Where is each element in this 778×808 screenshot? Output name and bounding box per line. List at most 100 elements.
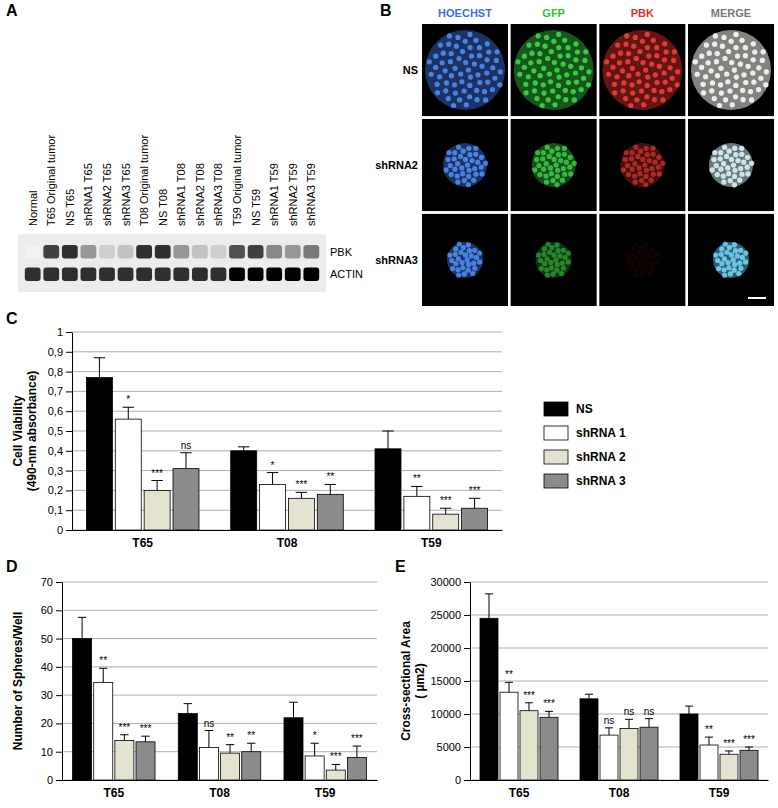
cell xyxy=(719,252,724,257)
cell xyxy=(723,97,728,102)
error-whisker xyxy=(689,706,690,714)
cell xyxy=(485,79,490,84)
cell xyxy=(729,60,734,65)
tick-label: 0,2 xyxy=(48,484,63,496)
bar xyxy=(288,498,314,530)
cell xyxy=(732,182,737,187)
bar xyxy=(620,729,638,780)
cell xyxy=(643,182,648,187)
cell xyxy=(713,252,718,257)
sphere xyxy=(624,241,660,278)
cell xyxy=(466,146,471,151)
error-bar xyxy=(645,719,653,728)
bar xyxy=(231,451,257,530)
cell xyxy=(645,152,650,157)
bar xyxy=(115,419,141,530)
band-label: PBK xyxy=(330,246,353,258)
cell xyxy=(572,161,577,166)
band xyxy=(81,245,97,259)
chart: **ns*****ns******ns***050001000015000200… xyxy=(395,558,769,800)
cell xyxy=(731,162,736,167)
cell xyxy=(732,168,737,173)
cell xyxy=(649,61,654,66)
cell xyxy=(557,253,562,258)
cell xyxy=(699,65,704,70)
row-label: shRNA3 xyxy=(375,254,418,266)
cell xyxy=(752,49,757,54)
cell xyxy=(555,174,560,179)
cell xyxy=(730,102,735,107)
error-bar xyxy=(325,484,336,494)
tick: 15000 xyxy=(430,675,470,687)
cell xyxy=(740,88,745,93)
cell xyxy=(738,166,743,171)
cell xyxy=(763,82,768,87)
error-cap xyxy=(310,743,318,744)
lane-label: shRNA1 T65 xyxy=(82,163,94,226)
cell xyxy=(473,152,478,157)
x-axis: T65T08T59 xyxy=(73,530,503,550)
cell xyxy=(739,146,744,151)
sphere xyxy=(443,143,488,187)
cell xyxy=(704,42,709,47)
image-background xyxy=(688,24,774,116)
cell xyxy=(583,49,588,54)
cell xyxy=(743,80,748,85)
cell xyxy=(477,45,482,50)
error-whisker xyxy=(445,508,446,514)
cell xyxy=(526,74,531,79)
legend-swatch xyxy=(544,474,568,488)
cell xyxy=(454,44,459,49)
cell xyxy=(533,80,538,85)
cell xyxy=(548,260,553,265)
cell xyxy=(701,82,706,87)
cell xyxy=(639,271,644,276)
cell xyxy=(550,178,555,183)
cell xyxy=(637,49,642,54)
cell xyxy=(538,73,543,78)
cell xyxy=(715,258,720,263)
error-bar xyxy=(411,486,422,496)
cell xyxy=(706,60,711,65)
error-cap xyxy=(332,764,340,765)
cell xyxy=(737,261,742,266)
cell xyxy=(748,89,753,94)
significance-labels: **ns*****ns******ns*** xyxy=(505,669,755,749)
bar xyxy=(260,484,286,530)
cell xyxy=(721,267,726,272)
cell xyxy=(745,165,750,170)
cell xyxy=(721,35,726,40)
cell xyxy=(715,172,720,177)
cell xyxy=(728,178,733,183)
band xyxy=(155,245,171,259)
cell xyxy=(733,152,738,157)
cell xyxy=(736,271,741,276)
cell xyxy=(644,168,649,173)
cell xyxy=(726,260,731,265)
cell xyxy=(714,59,719,64)
bar xyxy=(680,714,698,780)
error-whisker xyxy=(293,702,294,718)
cell xyxy=(749,161,754,166)
cell xyxy=(560,178,565,183)
cell xyxy=(727,245,732,250)
cell xyxy=(732,67,737,72)
cell xyxy=(738,166,743,171)
cell xyxy=(638,245,643,250)
cell xyxy=(497,82,502,87)
cell xyxy=(474,255,479,260)
cell xyxy=(427,59,432,64)
significance: *** xyxy=(351,733,363,744)
lane-label: T59 Original tumor xyxy=(231,135,243,226)
cell xyxy=(699,54,704,59)
image-background xyxy=(688,119,774,211)
cell xyxy=(751,57,756,62)
tick: 40 xyxy=(41,661,62,673)
cell xyxy=(490,65,495,70)
cell xyxy=(729,60,734,65)
bar xyxy=(242,752,261,780)
cell xyxy=(725,79,730,84)
cell xyxy=(717,103,722,108)
error-cap xyxy=(296,492,307,493)
cell xyxy=(722,273,727,278)
